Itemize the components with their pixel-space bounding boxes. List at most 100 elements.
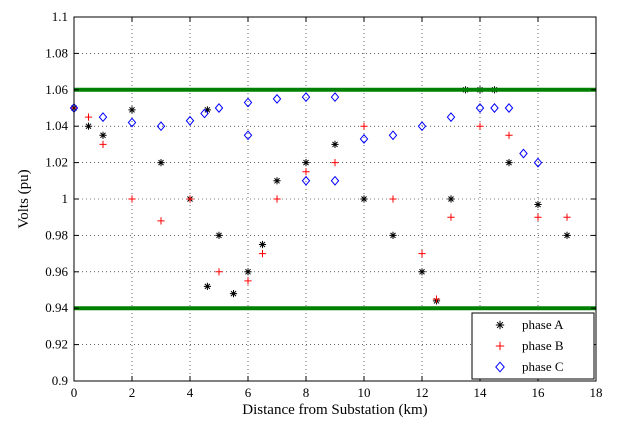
data-point — [360, 195, 368, 203]
data-point — [490, 103, 499, 113]
data-point — [84, 122, 93, 130]
x-tick-label: 2 — [129, 385, 136, 400]
x-tick-label: 6 — [245, 385, 252, 400]
data-point — [302, 159, 310, 167]
x-tick-label: 10 — [358, 385, 371, 400]
x-tick-label: 16 — [532, 385, 546, 400]
data-point — [243, 130, 253, 141]
data-point — [157, 159, 165, 167]
x-tick-label: 0 — [71, 385, 78, 400]
data-point — [534, 200, 542, 209]
y-axis-label: Volts (pu) — [16, 169, 32, 228]
data-point — [534, 213, 542, 221]
points-layer — [69, 86, 571, 305]
data-point — [533, 157, 543, 168]
data-point — [476, 122, 484, 130]
x-tick-label: 18 — [590, 385, 603, 400]
series-phase-b — [70, 104, 571, 303]
data-point — [360, 122, 368, 130]
reference-line-layer — [74, 87, 596, 311]
legend-marker — [495, 341, 505, 351]
data-point — [185, 115, 195, 126]
x-axis-label: Distance from Substation (km) — [242, 402, 427, 418]
data-point — [505, 159, 513, 167]
legend-label: phase A — [522, 317, 564, 332]
data-point — [258, 240, 267, 249]
y-tick-label: 1.08 — [45, 45, 68, 60]
y-tick-label: 1.02 — [45, 155, 68, 170]
data-point — [229, 290, 238, 298]
x-tick-label: 14 — [474, 385, 488, 400]
data-point — [519, 148, 528, 159]
data-point — [359, 133, 369, 144]
data-point — [243, 97, 253, 108]
data-point — [203, 282, 211, 290]
tick-layer: 0 2 4 6 8 10 12 14 16 18 0.9 0.92 0.94 0.96 0.98 1 1.02 1… — [45, 9, 602, 400]
data-point — [84, 113, 93, 121]
y-tick-label: 1.04 — [45, 118, 68, 133]
data-point — [301, 175, 311, 186]
x-tick-label: 4 — [187, 385, 194, 400]
data-point — [301, 92, 311, 103]
series-phase-c — [69, 92, 543, 186]
y-tick-label: 0.94 — [45, 300, 68, 315]
data-point — [128, 106, 136, 114]
data-point — [417, 121, 427, 132]
data-point — [447, 195, 455, 203]
data-point — [214, 103, 224, 113]
data-point — [98, 112, 108, 123]
data-point — [128, 195, 136, 203]
y-tick-label: 1 — [62, 191, 69, 206]
y-tick-label: 0.96 — [45, 264, 68, 279]
legend-box — [471, 312, 595, 380]
legend: phase A phase B phase C — [471, 312, 595, 380]
data-point — [273, 195, 281, 203]
data-point — [432, 295, 441, 303]
data-point — [244, 268, 252, 276]
data-point — [215, 268, 223, 276]
x-tick-label: 12 — [416, 385, 429, 400]
series-phase-a — [70, 86, 571, 305]
data-point — [447, 213, 455, 221]
data-point — [418, 250, 426, 258]
y-tick-label: 0.98 — [45, 227, 68, 242]
data-point — [563, 231, 571, 239]
data-point — [272, 93, 282, 104]
data-point — [186, 195, 194, 203]
data-point — [215, 231, 223, 239]
y-tick-label: 0.9 — [52, 373, 68, 388]
data-point — [203, 106, 211, 114]
data-point — [99, 140, 107, 148]
data-point — [258, 250, 267, 258]
data-point — [563, 213, 571, 221]
y-tick-label: 0.92 — [45, 337, 68, 352]
data-point — [273, 177, 281, 185]
data-point — [302, 168, 310, 176]
legend-marker — [495, 361, 505, 373]
data-point — [504, 103, 514, 113]
legend-marker — [495, 320, 505, 330]
data-point — [244, 277, 252, 285]
y-tick-label: 1.06 — [45, 82, 68, 97]
data-point — [418, 268, 426, 276]
data-point — [330, 175, 340, 186]
data-point — [157, 217, 165, 225]
data-point — [99, 131, 107, 139]
data-point — [505, 131, 513, 139]
x-tick-label: 8 — [303, 385, 310, 400]
data-point — [200, 108, 209, 119]
data-point — [331, 159, 339, 167]
data-point — [156, 121, 166, 132]
data-point — [475, 103, 485, 113]
data-point — [331, 140, 339, 148]
legend-label: phase C — [522, 359, 564, 374]
legend-label: phase B — [522, 338, 564, 353]
data-point — [446, 112, 456, 123]
data-point — [388, 130, 398, 141]
data-point — [389, 231, 397, 239]
data-point — [389, 195, 397, 203]
data-point — [127, 117, 137, 128]
y-tick-label: 1.1 — [52, 9, 68, 24]
data-point — [330, 92, 340, 103]
